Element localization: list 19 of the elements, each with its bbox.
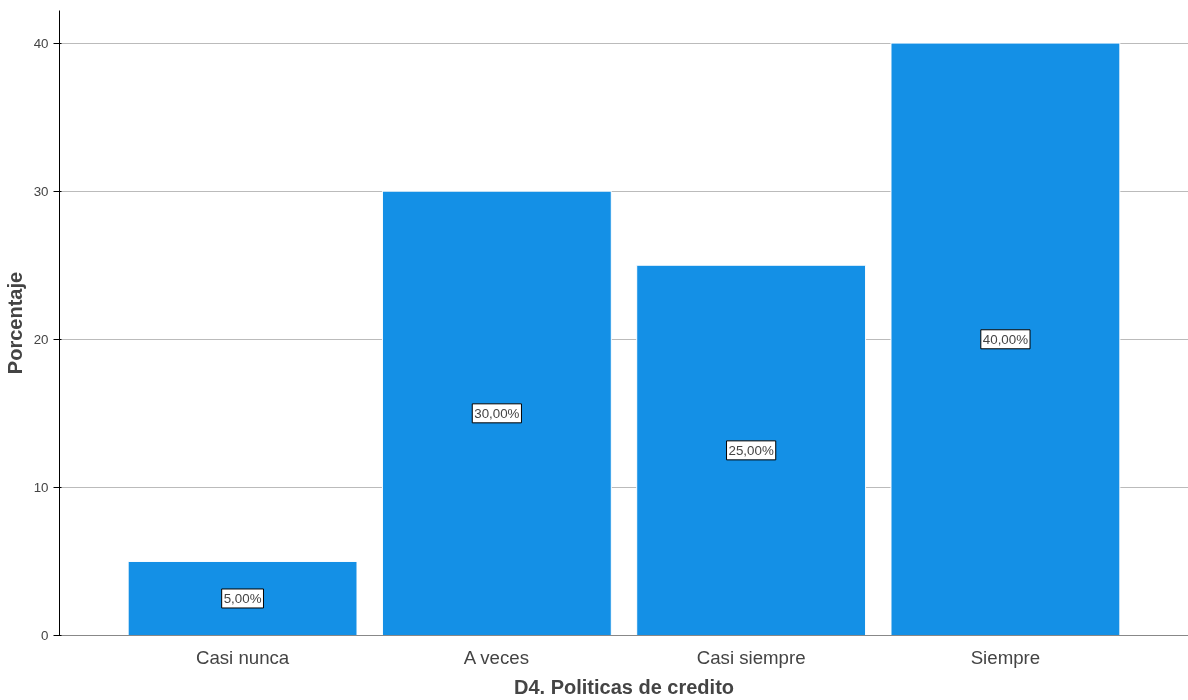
data-label: 5,00% bbox=[223, 590, 262, 606]
x-tick-label: Casi nunca bbox=[195, 646, 290, 668]
x-axis-title: D4. Politicas de credito bbox=[513, 675, 735, 698]
y-tick-label: 0 bbox=[41, 628, 49, 643]
y-tick-label: 30 bbox=[33, 183, 49, 199]
y-tick-label: 40 bbox=[33, 35, 49, 51]
y-axis-title: Porcentaje bbox=[3, 271, 26, 375]
data-label: 30,00% bbox=[474, 405, 520, 421]
x-tick-label: Siempre bbox=[970, 646, 1041, 668]
bar bbox=[381, 190, 612, 636]
data-label: 40,00% bbox=[982, 331, 1029, 347]
y-tick-label: 10 bbox=[33, 479, 49, 495]
bar bbox=[890, 42, 1121, 636]
bar bbox=[127, 560, 358, 636]
bar bbox=[636, 264, 867, 636]
y-tick-label: 20 bbox=[33, 331, 49, 347]
x-tick-label: A veces bbox=[463, 646, 530, 668]
x-tick-label: Casi siempre bbox=[696, 646, 806, 668]
data-label: 25,00% bbox=[728, 442, 774, 458]
